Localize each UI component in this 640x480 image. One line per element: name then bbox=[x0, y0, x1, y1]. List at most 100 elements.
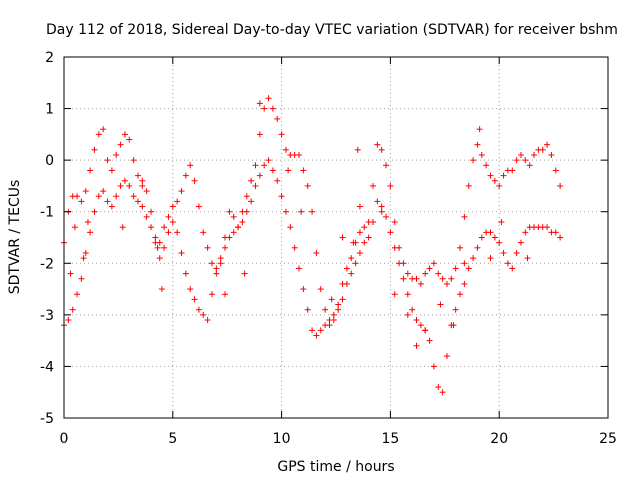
data-point bbox=[87, 229, 94, 236]
data-point bbox=[513, 249, 520, 256]
data-point bbox=[208, 260, 215, 267]
data-point bbox=[154, 244, 161, 251]
data-point bbox=[339, 234, 346, 241]
data-point bbox=[539, 146, 546, 153]
data-point bbox=[121, 177, 128, 184]
data-point bbox=[443, 280, 450, 287]
data-point bbox=[191, 296, 198, 303]
data-point bbox=[365, 234, 372, 241]
data-point bbox=[274, 115, 281, 122]
x-tick-label: 15 bbox=[381, 431, 399, 447]
data-point bbox=[282, 208, 289, 215]
y-tick-label: 2 bbox=[45, 50, 54, 66]
data-point bbox=[148, 208, 155, 215]
series-2 bbox=[67, 100, 531, 349]
data-point bbox=[552, 229, 559, 236]
data-point bbox=[452, 306, 459, 313]
data-point bbox=[230, 229, 237, 236]
data-point bbox=[165, 213, 172, 220]
data-point bbox=[226, 234, 233, 241]
data-point bbox=[478, 151, 485, 158]
data-point bbox=[470, 157, 477, 164]
data-point bbox=[335, 301, 342, 308]
data-point bbox=[78, 275, 85, 282]
data-point bbox=[300, 167, 307, 174]
series-1 bbox=[61, 157, 564, 396]
data-point bbox=[513, 157, 520, 164]
data-point bbox=[409, 306, 416, 313]
data-point bbox=[139, 203, 146, 210]
data-point bbox=[374, 198, 381, 205]
data-point bbox=[450, 322, 457, 329]
data-point bbox=[126, 136, 133, 143]
data-point bbox=[309, 327, 316, 334]
data-point bbox=[483, 162, 490, 169]
data-point bbox=[517, 151, 524, 158]
data-point bbox=[369, 219, 376, 226]
data-point bbox=[178, 249, 185, 256]
data-point bbox=[269, 105, 276, 112]
data-point bbox=[496, 239, 503, 246]
data-point bbox=[500, 172, 507, 179]
data-point bbox=[400, 275, 407, 282]
y-tick-label: -1 bbox=[40, 205, 54, 221]
data-point bbox=[119, 224, 126, 231]
data-point bbox=[217, 260, 224, 267]
data-point bbox=[404, 270, 411, 277]
data-point bbox=[274, 177, 281, 184]
data-point bbox=[156, 255, 163, 262]
data-point bbox=[476, 126, 483, 133]
data-point bbox=[350, 239, 357, 246]
data-point bbox=[354, 146, 361, 153]
data-point bbox=[256, 172, 263, 179]
data-point bbox=[465, 182, 472, 189]
data-point bbox=[457, 244, 464, 251]
data-point bbox=[417, 280, 424, 287]
data-point bbox=[417, 322, 424, 329]
data-point bbox=[356, 229, 363, 236]
x-tick-label: 25 bbox=[599, 431, 617, 447]
data-point bbox=[317, 286, 324, 293]
data-point bbox=[67, 270, 74, 277]
y-tick-label: 1 bbox=[45, 102, 54, 118]
data-point bbox=[430, 363, 437, 370]
data-point bbox=[204, 244, 211, 251]
data-point bbox=[348, 270, 355, 277]
data-point bbox=[474, 141, 481, 148]
data-point bbox=[322, 322, 329, 329]
data-point bbox=[187, 162, 194, 169]
data-point bbox=[100, 126, 107, 133]
data-point bbox=[261, 105, 268, 112]
data-point bbox=[165, 229, 172, 236]
data-point bbox=[152, 239, 159, 246]
data-point bbox=[213, 270, 220, 277]
data-point bbox=[322, 306, 329, 313]
data-point bbox=[69, 306, 76, 313]
data-point bbox=[82, 249, 89, 256]
data-point bbox=[84, 219, 91, 226]
data-point bbox=[378, 203, 385, 210]
data-point bbox=[108, 167, 115, 174]
data-point bbox=[330, 311, 337, 318]
data-point bbox=[248, 198, 255, 205]
data-point bbox=[87, 167, 94, 174]
data-point bbox=[158, 286, 165, 293]
data-point bbox=[378, 146, 385, 153]
x-axis-label: GPS time / hours bbox=[277, 459, 394, 475]
data-point bbox=[391, 219, 398, 226]
data-point bbox=[139, 182, 146, 189]
data-point bbox=[91, 208, 98, 215]
data-point bbox=[148, 224, 155, 231]
grid-lines bbox=[64, 57, 608, 418]
data-point bbox=[143, 213, 150, 220]
data-point bbox=[261, 162, 268, 169]
data-point bbox=[526, 162, 533, 169]
data-point bbox=[422, 270, 429, 277]
data-point bbox=[195, 203, 202, 210]
data-point bbox=[452, 265, 459, 272]
data-point bbox=[461, 280, 468, 287]
plot-frame bbox=[63, 56, 609, 419]
data-point bbox=[396, 260, 403, 267]
data-point bbox=[430, 260, 437, 267]
data-point bbox=[134, 172, 141, 179]
